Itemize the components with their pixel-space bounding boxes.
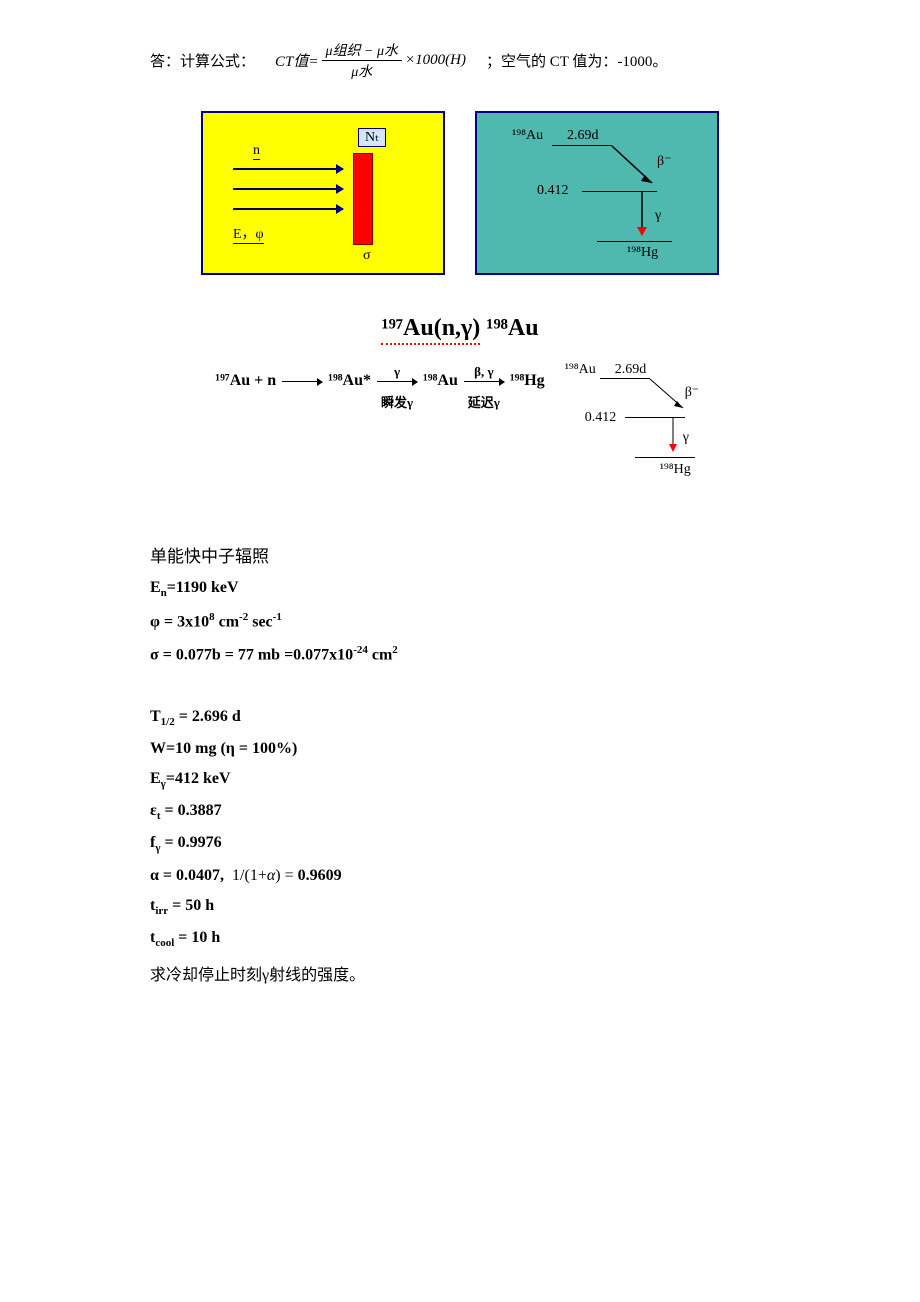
formula-prefix: 答：计算公式： — [150, 50, 255, 71]
denominator: μ水 — [347, 61, 376, 81]
param-t12: T1/2 = 2.696 d — [150, 708, 840, 728]
arrow-1 — [233, 168, 343, 170]
nt-label: Nₜ — [358, 128, 386, 147]
ct-label: CT值= — [275, 50, 318, 71]
beta-label: β⁻ — [657, 153, 672, 170]
chain-d: ¹⁹⁸Hg — [510, 372, 545, 389]
numerator: μ组织 − μ水 — [322, 40, 403, 61]
param-alpha: α = 0.0407, 1/(1+α) = 0.9609 — [150, 867, 840, 885]
chain-arrow-2: γ瞬发γ — [377, 381, 417, 382]
sd-au: ¹⁹⁸Au — [565, 362, 596, 378]
param-tcool: tcool = 10 h — [150, 929, 840, 949]
param-et: εt = 0.3887 — [150, 802, 840, 822]
decay-diagram: ¹⁹⁸Au 2.69d β⁻ 0.412 γ ¹⁹⁸Hg — [475, 111, 719, 275]
chain-arrow-1 — [282, 381, 322, 382]
diagrams-row: n Nₜ E，φ σ ¹⁹⁸Au 2.69d β⁻ 0.412 γ ¹⁹⁸Hg — [80, 111, 840, 275]
sd-energy: 0.412 — [585, 410, 617, 426]
formula-row: 答：计算公式： CT值= μ组织 − μ水 μ水 ×1000(H) ；空气的 C… — [150, 40, 840, 81]
param-sigma: σ = 0.077b = 77 mb =0.077x10-24 cm2 — [150, 644, 840, 664]
sd-beta: β⁻ — [685, 384, 700, 401]
gamma-arrow — [632, 191, 652, 241]
arrow-3 — [233, 208, 343, 210]
param-en: En=1190 keV — [150, 579, 840, 599]
reaction-chain: ¹⁹⁷Au + n ¹⁹⁸Au* γ瞬发γ ¹⁹⁸Au β, γ延迟γ ¹⁹⁸H… — [215, 372, 544, 390]
param-phi: φ = 3x108 cm-2 sec-1 — [150, 611, 840, 631]
parameters: 单能快中子辐照 En=1190 keV φ = 3x108 cm-2 sec-1… — [150, 542, 840, 985]
neutron-diagram: n Nₜ E，φ σ — [201, 111, 445, 275]
param-eg: Eγ=412 keV — [150, 770, 840, 790]
e-phi-label: E，φ — [233, 223, 264, 244]
reaction-title-right: ¹⁹⁸Au — [480, 315, 538, 341]
chain-c: ¹⁹⁸Au — [423, 372, 458, 389]
formula-suffix: ；空气的 CT 值为：-1000。 — [486, 50, 667, 71]
gamma-label: γ — [655, 208, 661, 224]
hg-level-line — [597, 241, 672, 242]
chain-b: ¹⁹⁸Au* — [328, 372, 371, 389]
over-beta-gamma: β, γ — [474, 364, 493, 380]
sd-hg: ¹⁹⁸Hg — [660, 462, 691, 478]
under-delay: 延迟γ — [468, 392, 500, 411]
param-w: W=10 mg (η = 100%) — [150, 740, 840, 758]
reaction-row: ¹⁹⁷Au + n ¹⁹⁸Au* γ瞬发γ ¹⁹⁸Au β, γ延迟γ ¹⁹⁸H… — [80, 362, 840, 482]
halflife-label: 2.69d — [567, 128, 599, 144]
sd-gamma-arrow — [665, 417, 681, 457]
au-level-line — [552, 145, 612, 146]
mult: ×1000(H) — [405, 52, 466, 69]
sd-au-line — [600, 378, 650, 379]
ct-formula: CT值= μ组织 − μ水 μ水 ×1000(H) — [275, 40, 466, 81]
fraction: μ组织 − μ水 μ水 — [322, 40, 403, 81]
energy-label: 0.412 — [537, 183, 569, 199]
param-question: 求冷却停止时刻γ射线的强度。 — [150, 961, 840, 985]
arrow-2 — [233, 188, 343, 190]
chain-a: ¹⁹⁷Au + n — [215, 372, 276, 389]
au-label: ¹⁹⁸Au — [512, 128, 543, 144]
sd-hg-line — [635, 457, 695, 458]
reaction-title-left: ¹⁹⁷Au(n,γ) — [381, 315, 480, 345]
small-decay-diagram: ¹⁹⁸Au 2.69d β⁻ 0.412 γ ¹⁹⁸Hg — [565, 362, 705, 482]
target-bar — [353, 153, 373, 245]
n-label: n — [253, 143, 260, 160]
under-fast: 瞬发γ — [381, 392, 413, 411]
over-gamma: γ — [394, 364, 400, 380]
sd-halflife: 2.69d — [615, 362, 647, 378]
param-heading: 单能快中子辐照 — [150, 542, 840, 567]
reaction-title: ¹⁹⁷Au(n,γ) ¹⁹⁸Au — [80, 315, 840, 342]
chain-arrow-3: β, γ延迟γ — [464, 381, 504, 382]
sigma-label: σ — [363, 248, 371, 264]
param-tirr: tirr = 50 h — [150, 897, 840, 917]
sd-gamma: γ — [683, 430, 689, 446]
param-fg: fγ = 0.9976 — [150, 834, 840, 854]
hg-label: ¹⁹⁸Hg — [627, 245, 658, 261]
